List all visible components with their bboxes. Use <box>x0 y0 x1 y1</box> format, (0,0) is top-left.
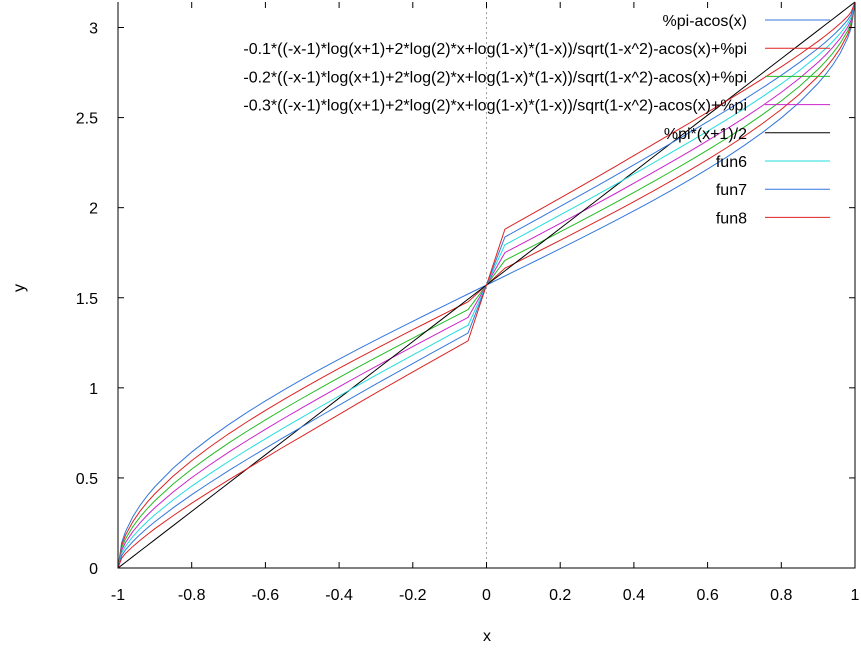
x-tick-label: -1 <box>111 587 125 604</box>
legend-label-1: %pi-acos(x) <box>663 13 747 30</box>
x-tick-label: -0.4 <box>325 587 353 604</box>
x-tick-label: -0.8 <box>178 587 206 604</box>
legend-label-2: -0.1*((-x-1)*log(x+1)+2*log(2)*x+log(1-x… <box>243 41 747 58</box>
y-tick-label: 0.5 <box>76 471 98 488</box>
y-tick-label: 2.5 <box>76 111 98 128</box>
y-tick-label: 3 <box>89 21 98 38</box>
y-tick-label: 1 <box>89 381 98 398</box>
plot-lines <box>117 1 856 569</box>
y-tick-label: 0 <box>89 561 98 578</box>
x-tick-label: 0.2 <box>549 587 571 604</box>
legend-label-5: %pi*(x+1)/2 <box>664 126 747 143</box>
legend-label-8: fun8 <box>716 210 747 227</box>
legend-label-4: -0.3*((-x-1)*log(x+1)+2*log(2)*x+log(1-x… <box>243 98 747 115</box>
x-tick-label: 0.4 <box>623 587 645 604</box>
y-ticks: 0 0.5 1 1.5 2 2.5 3 <box>76 21 855 578</box>
series-line-8 <box>117 1 856 569</box>
y-tick-label: 1.5 <box>76 291 98 308</box>
y-axis-label: y <box>11 284 28 292</box>
legend: %pi-acos(x) -0.1*((-x-1)*log(x+1)+2*log(2… <box>243 13 830 227</box>
legend-label-3: -0.2*((-x-1)*log(x+1)+2*log(2)*x+log(1-x… <box>243 69 747 86</box>
x-ticks: -1 -0.8 -0.6 -0.4 -0.2 0 0.2 0.4 0.6 0.8 1 <box>111 2 860 604</box>
x-tick-label: 0 <box>482 587 491 604</box>
x-tick-label: 0.6 <box>696 587 718 604</box>
legend-label-6: fun6 <box>716 154 747 171</box>
x-axis-label: x <box>483 628 491 645</box>
x-tick-label: 0.8 <box>770 587 792 604</box>
x-tick-label: -0.6 <box>252 587 280 604</box>
y-tick-label: 2 <box>89 201 98 218</box>
x-tick-label: 1 <box>851 587 860 604</box>
legend-label-7: fun7 <box>716 182 747 199</box>
x-tick-label: -0.2 <box>399 587 427 604</box>
